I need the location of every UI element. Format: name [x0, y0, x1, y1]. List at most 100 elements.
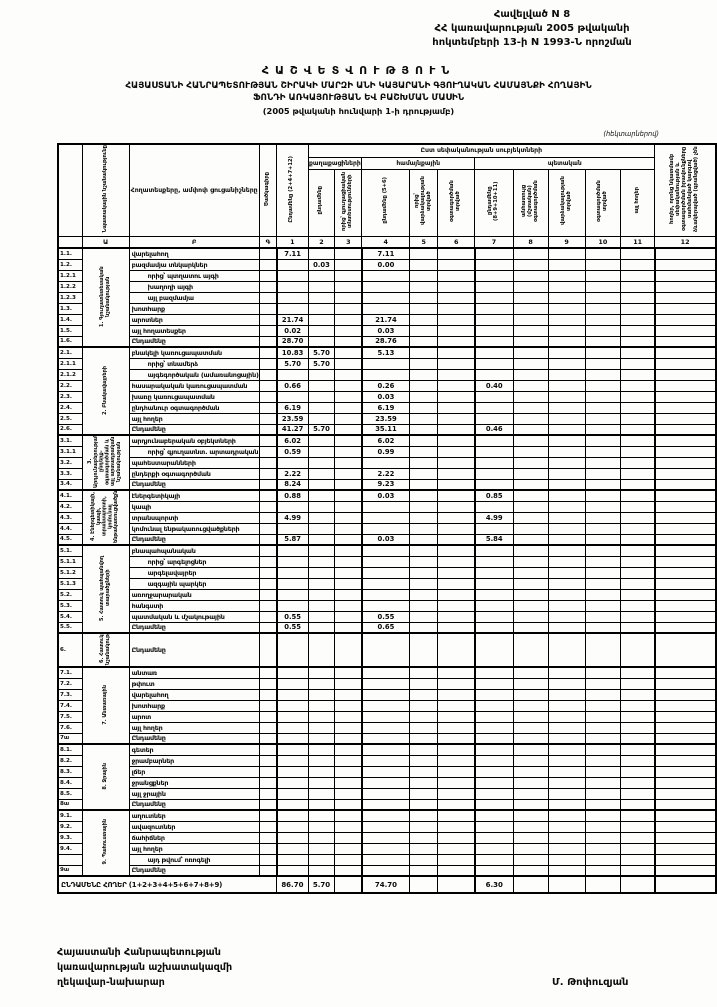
row-code [258, 699, 278, 712]
value-cell [547, 247, 586, 260]
value-cell [547, 412, 586, 425]
value-cell [361, 721, 411, 734]
value-cell [547, 721, 586, 734]
grand-total-value [437, 875, 476, 894]
value-cell [437, 291, 476, 304]
row-number: 2.6. [57, 423, 83, 436]
value-cell [620, 776, 656, 789]
value-cell [654, 346, 717, 359]
value-cell [276, 765, 309, 778]
value-cell [437, 324, 476, 337]
row-number: 5.1.3 [57, 577, 83, 590]
table-header: Նպատակային նշանակությունը Հողատեսքերը, ա… [57, 143, 717, 249]
row-code [258, 247, 278, 260]
value-cell [654, 577, 717, 590]
row-code [258, 599, 278, 612]
value-cell [276, 577, 309, 590]
value-cell [654, 632, 717, 668]
value-cell [547, 765, 586, 778]
table-row: 1.6. Ընդամենը 28.70 28.76 [57, 335, 717, 348]
value-cell [547, 324, 586, 337]
value-cell [334, 842, 363, 855]
value-cell [547, 809, 586, 822]
value-cell [474, 632, 514, 668]
row-code [258, 269, 278, 282]
table-row: 9.2. ավազուտներ [57, 820, 717, 833]
value-cell [474, 699, 514, 712]
value-cell [512, 632, 549, 668]
section-label: 3. Արդյունաբերության, ընդերք- օգտագործմա… [81, 434, 130, 491]
value-cell [512, 699, 549, 712]
value-cell [307, 544, 336, 557]
value-cell [654, 820, 717, 833]
value-cell [512, 721, 549, 734]
row-number: 1.2. [57, 258, 83, 271]
value-cell [437, 467, 476, 480]
header-col-5: որից՝ վարձակալության տրված [409, 168, 439, 237]
value-cell [512, 412, 549, 425]
value-cell [620, 313, 656, 326]
value-cell [584, 820, 622, 833]
row-label: կապի [128, 500, 260, 513]
value-cell [654, 291, 717, 304]
value-cell [437, 423, 476, 436]
table-row: 5.2. առողջարարական [57, 588, 717, 601]
header-col-9: վարձակալության տրված [547, 168, 586, 237]
value-cell [474, 864, 514, 877]
value-cell [361, 500, 411, 513]
value-cell [474, 412, 514, 425]
table-row: 7.1. 7. Անտառային անտառ [57, 666, 717, 745]
value-cell [409, 511, 439, 524]
row-number: 3.4. [57, 478, 83, 491]
value-cell [437, 445, 476, 458]
column-letters-row: Ա Բ Գ 1 2 3 4 5 6 7 8 9 10 11 12 [57, 235, 717, 249]
value-cell [437, 798, 476, 811]
value-cell [654, 511, 717, 524]
value-cell [547, 732, 586, 745]
table-row: այդ թվում՝ ոռոգելի [57, 853, 717, 866]
row-label: արոտ [128, 710, 260, 723]
value-cell [512, 831, 549, 844]
value-cell [334, 533, 363, 546]
value-cell [512, 610, 549, 623]
units-note: (հեկտարներով) [603, 130, 659, 138]
value-cell [474, 588, 514, 601]
row-code [258, 732, 278, 745]
value-cell: 0.26 [361, 379, 411, 392]
value-cell [334, 787, 363, 800]
value-cell [361, 776, 411, 789]
column-letter: 1 [276, 235, 309, 249]
value-cell [584, 610, 622, 623]
value-cell: 4.99 [474, 511, 514, 524]
value-cell [620, 754, 656, 767]
value-cell [654, 732, 717, 745]
value-cell [409, 335, 439, 348]
value-cell [547, 776, 586, 789]
value-cell: 5.70 [307, 346, 336, 359]
value-cell [437, 721, 476, 734]
value-cell [584, 588, 622, 601]
value-cell [547, 511, 586, 524]
value-cell [547, 610, 586, 623]
row-code [258, 853, 278, 866]
value-cell [334, 401, 363, 414]
value-cell [437, 566, 476, 579]
header-col-10: օգտագործման տրված [584, 168, 622, 237]
value-cell [584, 335, 622, 348]
value-cell: 2.22 [361, 467, 411, 480]
column-letter [57, 235, 83, 249]
value-cell [620, 666, 656, 679]
value-cell [512, 798, 549, 811]
value-cell: 0.03 [361, 489, 411, 502]
value-cell [307, 401, 336, 414]
value-cell [654, 368, 717, 381]
row-number: 5.1. [57, 544, 83, 557]
value-cell [334, 445, 363, 458]
value-cell [654, 599, 717, 612]
value-cell [654, 588, 717, 601]
value-cell [437, 820, 476, 833]
row-label: որից՝ գյուղատնտ. արտադրական [128, 445, 260, 458]
row-number: 1.3. [57, 302, 83, 315]
row-number: 3.3. [57, 467, 83, 480]
value-cell [584, 357, 622, 370]
